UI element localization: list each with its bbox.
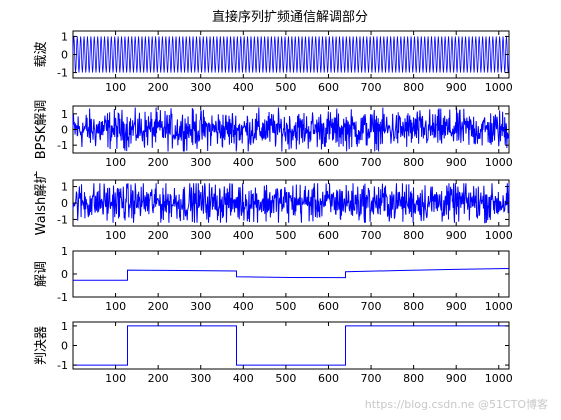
subplot-3: 100 200 300 400 500 600 700 800 900 1000 -1 0 1 Walsh… bbox=[34, 171, 513, 242]
x-tick-label: 900 bbox=[446, 156, 467, 169]
x-tick-label: 900 bbox=[446, 300, 467, 313]
x-tick-label: 1000 bbox=[485, 372, 513, 385]
x-tick-label: 800 bbox=[403, 372, 424, 385]
x-tick-label: 400 bbox=[233, 372, 254, 385]
x-tick-label: 400 bbox=[233, 300, 254, 313]
figure-title: 直接序列扩频通信解调部分 bbox=[212, 9, 368, 25]
x-tick-label: 200 bbox=[148, 300, 169, 313]
subplot-1: 100 200 300 400 500 600 700 800 900 1000 -1 0 1 载波 bbox=[34, 30, 513, 94]
x-tick-label: 100 bbox=[105, 156, 126, 169]
y-tick-label: -1 bbox=[57, 67, 68, 80]
y-tick-label: -1 bbox=[57, 139, 68, 152]
y-tick-label: 0 bbox=[61, 124, 68, 137]
x-tick-label: 600 bbox=[318, 300, 339, 313]
x-tick-label: 800 bbox=[403, 81, 424, 94]
x-tick-label: 600 bbox=[318, 156, 339, 169]
x-tick-label: 500 bbox=[275, 156, 296, 169]
x-tick-label: 300 bbox=[190, 81, 211, 94]
x-tick-label: 300 bbox=[190, 372, 211, 385]
y-tick-label: 0 bbox=[61, 340, 68, 353]
y-tick-label: 0 bbox=[61, 197, 68, 210]
y-axis-label: 载波 bbox=[34, 41, 49, 67]
x-tick-label: 100 bbox=[105, 300, 126, 313]
x-tick-label: 200 bbox=[148, 156, 169, 169]
x-tick-label: 300 bbox=[190, 229, 211, 242]
x-tick-label: 700 bbox=[361, 156, 382, 169]
x-tick-label: 700 bbox=[361, 300, 382, 313]
y-tick-label: 1 bbox=[61, 30, 68, 43]
x-tick-label: 700 bbox=[361, 81, 382, 94]
series-line bbox=[73, 267, 510, 281]
x-tick-label: 200 bbox=[148, 372, 169, 385]
y-tick-label: 1 bbox=[61, 108, 68, 121]
y-axis-label: BPSK解调 bbox=[34, 100, 49, 160]
y-tick-label: -1 bbox=[57, 213, 68, 226]
x-tick-label: 100 bbox=[105, 81, 126, 94]
x-tick-label: 600 bbox=[318, 372, 339, 385]
x-tick-label: 100 bbox=[105, 372, 126, 385]
x-tick-label: 700 bbox=[361, 229, 382, 242]
y-tick-label: 0 bbox=[61, 49, 68, 62]
x-tick-label: 200 bbox=[148, 229, 169, 242]
x-tick-label: 1000 bbox=[485, 229, 513, 242]
x-tick-label: 1000 bbox=[485, 300, 513, 313]
x-tick-label: 500 bbox=[275, 81, 296, 94]
y-axis-label: 解调 bbox=[34, 261, 49, 287]
x-tick-label: 200 bbox=[148, 81, 169, 94]
y-tick-label: -1 bbox=[57, 291, 68, 304]
y-tick-label: 1 bbox=[61, 181, 68, 194]
x-tick-label: 300 bbox=[190, 300, 211, 313]
x-tick-label: 900 bbox=[446, 229, 467, 242]
watermark: https://blog.csdn.ne @51CTO博客 bbox=[365, 397, 548, 411]
subplot-2: 100 200 300 400 500 600 700 800 900 1000 -1 0 1 BPSK解… bbox=[34, 100, 513, 169]
axes-frame bbox=[72, 321, 510, 370]
subplots: 100 200 300 400 500 600 700 800 900 1000-101载波100… bbox=[34, 30, 513, 385]
series-line bbox=[72, 183, 510, 224]
x-tick-label: 700 bbox=[361, 372, 382, 385]
axes-frame bbox=[72, 250, 510, 298]
x-tick-label: 400 bbox=[233, 156, 254, 169]
x-tick-label: 1000 bbox=[485, 156, 513, 169]
y-tick-label: 1 bbox=[61, 245, 68, 258]
x-tick-label: 800 bbox=[403, 300, 424, 313]
x-tick-label: 1000 bbox=[485, 81, 513, 94]
x-tick-label: 800 bbox=[403, 229, 424, 242]
x-tick-label: 400 bbox=[233, 229, 254, 242]
x-tick-label: 500 bbox=[275, 372, 296, 385]
series-line bbox=[72, 107, 510, 152]
subplot-5: 100 200 300 400 500 600 700 800 900 1000 -1 0 1 判决器 bbox=[34, 320, 513, 385]
x-tick-label: 500 bbox=[275, 229, 296, 242]
x-tick-label: 800 bbox=[403, 156, 424, 169]
x-tick-label: 900 bbox=[446, 81, 467, 94]
x-tick-label: 100 bbox=[105, 229, 126, 242]
y-tick-label: 0 bbox=[61, 268, 68, 281]
x-tick-label: 600 bbox=[318, 81, 339, 94]
x-tick-label: 900 bbox=[446, 372, 467, 385]
y-tick-label: -1 bbox=[57, 359, 68, 372]
x-tick-label: 500 bbox=[275, 300, 296, 313]
y-tick-label: 1 bbox=[61, 320, 68, 333]
series-line bbox=[72, 36, 510, 73]
subplot-4: 100 200 300 400 500 600 700 800 900 1000 -1 0 1 解调 bbox=[34, 245, 513, 313]
x-tick-label: 300 bbox=[190, 156, 211, 169]
y-axis-label: 判决器 bbox=[34, 326, 49, 365]
x-tick-label: 400 bbox=[233, 81, 254, 94]
y-axis-label: Walsh解扩 bbox=[34, 171, 49, 236]
x-tick-label: 600 bbox=[318, 229, 339, 242]
series-line bbox=[73, 325, 509, 366]
